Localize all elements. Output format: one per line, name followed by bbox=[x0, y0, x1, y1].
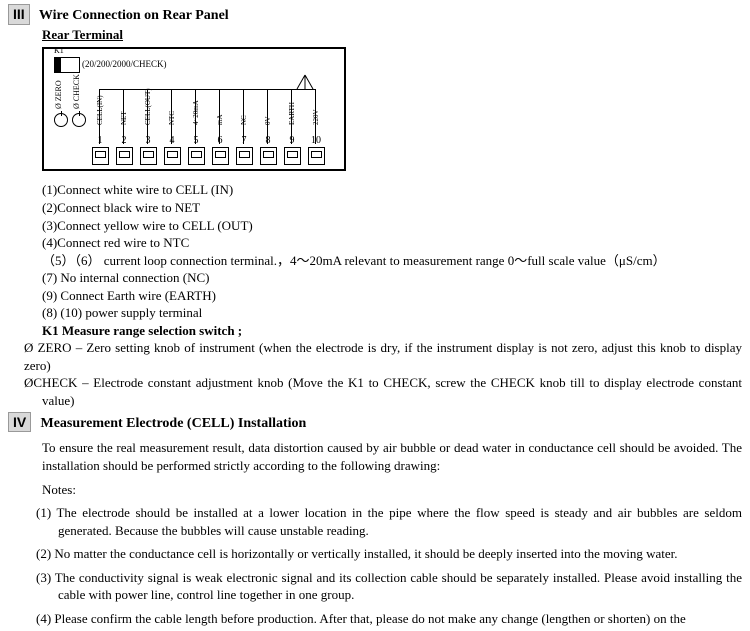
terminal-block-icon bbox=[212, 147, 229, 165]
bus-line bbox=[99, 89, 315, 90]
note-3: (3) The conductivity signal is weak elec… bbox=[58, 569, 742, 604]
section-num-iv: IV bbox=[8, 412, 31, 433]
terminal-block-icon bbox=[236, 147, 253, 165]
check-knob-icon bbox=[72, 113, 86, 127]
note-1: (1) The electrode should be installed at… bbox=[58, 504, 742, 539]
terminal-label: NET bbox=[120, 112, 129, 126]
installation-intro: To ensure the real measurement result, d… bbox=[42, 439, 742, 474]
rear-terminal-subtitle: Rear Terminal bbox=[42, 26, 742, 44]
rear-panel-diagram: K1 (20/200/2000/CHECK) Ø ZERO Ø CHECK CE… bbox=[42, 47, 346, 171]
terminal-label: CELL(OUT) bbox=[144, 89, 153, 126]
terminal-block-icon bbox=[188, 147, 205, 165]
terminal-block-icon bbox=[116, 147, 133, 165]
note-4: (4) Please confirm the cable length befo… bbox=[58, 610, 742, 628]
wiring-line: （5）（6） current loop connection terminal.… bbox=[42, 252, 742, 270]
wiring-line: (8) (10) power supply terminal bbox=[42, 304, 742, 322]
zero-knob-label: Ø ZERO bbox=[54, 81, 65, 110]
zero-description: Ø ZERO – Zero setting knob of instrument… bbox=[24, 339, 742, 374]
section-num-iii: III bbox=[8, 4, 30, 25]
terminal-number: 7 bbox=[236, 134, 252, 148]
terminal-block-icon bbox=[92, 147, 109, 165]
terminal-number: 2 bbox=[116, 134, 132, 148]
k1-caption: K1 bbox=[54, 46, 64, 57]
terminal-block-icon bbox=[140, 147, 157, 165]
terminal-number: 1 bbox=[92, 134, 108, 148]
check-description: ØCHECK – Electrode constant adjustment k… bbox=[42, 374, 742, 409]
note-2: (2) No matter the conductance cell is ho… bbox=[58, 545, 742, 563]
terminal-label: EARTH bbox=[288, 103, 297, 126]
section-title-iv: Measurement Electrode (CELL) Installatio… bbox=[40, 416, 306, 431]
terminal-block-icon bbox=[284, 147, 301, 165]
terminal-label: NC bbox=[240, 116, 249, 126]
terminal-label: mA bbox=[216, 115, 225, 126]
wiring-line: (9) Connect Earth wire (EARTH) bbox=[42, 287, 742, 305]
terminal-number: 5 bbox=[188, 134, 204, 148]
terminal-block-icon bbox=[308, 147, 325, 165]
terminal-number: 9 bbox=[284, 134, 300, 148]
wiring-line: (2)Connect black wire to NET bbox=[42, 199, 742, 217]
terminal-block-icon bbox=[164, 147, 181, 165]
k1-description: K1 Measure range selection switch ; bbox=[42, 322, 742, 340]
check-knob-label: Ø CHECK bbox=[72, 75, 83, 110]
k1-switch-icon bbox=[54, 57, 80, 73]
zero-knob-icon bbox=[54, 113, 68, 127]
terminal-label: NTC bbox=[168, 111, 177, 125]
wiring-line: (1)Connect white wire to CELL (IN) bbox=[42, 181, 742, 199]
section-iii-header: III Wire Connection on Rear Panel bbox=[8, 4, 742, 26]
terminal-number: 3 bbox=[140, 134, 156, 148]
terminal-block-icon bbox=[260, 147, 277, 165]
terminal-number: 10 bbox=[308, 134, 324, 148]
wiring-line: (7) No internal connection (NC) bbox=[42, 269, 742, 287]
terminal-number: 6 bbox=[212, 134, 228, 148]
wiring-line: (4)Connect red wire to NTC bbox=[42, 234, 742, 252]
terminal-number: 4 bbox=[164, 134, 180, 148]
terminal-label: CELL(IN) bbox=[96, 96, 105, 126]
terminal-number: 8 bbox=[260, 134, 276, 148]
section-iv-header: IV Measurement Electrode (CELL) Installa… bbox=[8, 412, 742, 434]
notes-label: Notes: bbox=[42, 481, 742, 499]
terminal-label: 0V bbox=[264, 117, 273, 126]
wiring-list: (1)Connect white wire to CELL (IN) (2)Co… bbox=[42, 181, 742, 339]
section-title-iii: Wire Connection on Rear Panel bbox=[39, 8, 229, 23]
k1-switch-text: (20/200/2000/CHECK) bbox=[82, 58, 167, 70]
terminal-label: 4~20mA bbox=[192, 101, 201, 126]
terminal-label: 220V bbox=[312, 110, 321, 126]
wiring-line: (3)Connect yellow wire to CELL (OUT) bbox=[42, 217, 742, 235]
